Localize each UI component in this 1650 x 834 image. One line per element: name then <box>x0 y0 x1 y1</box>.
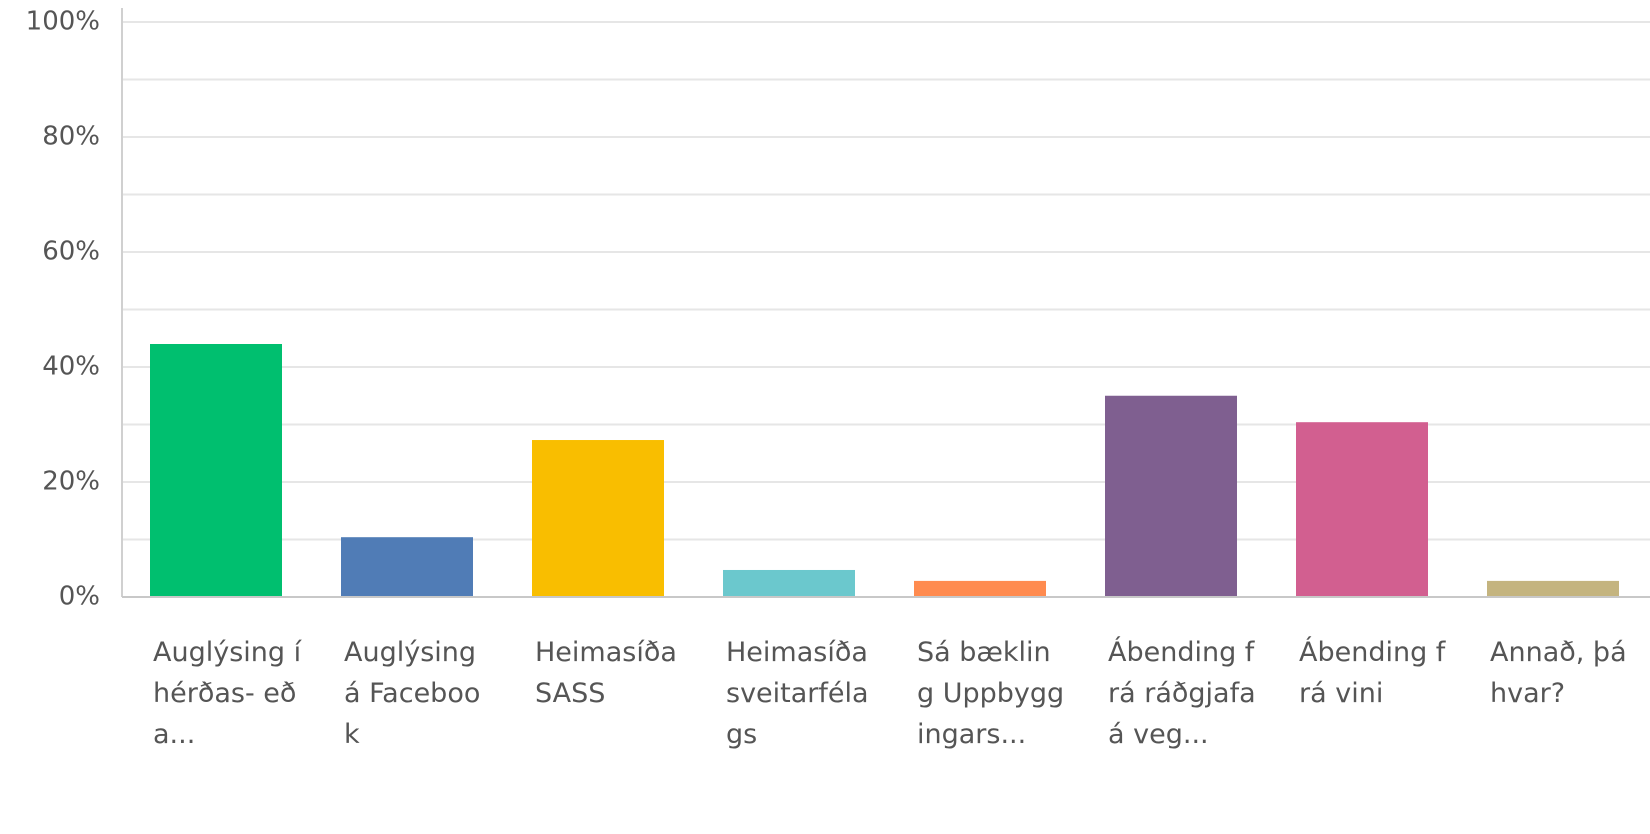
x-tick-label: Sá bækling Uppbyggingars... <box>917 637 1065 750</box>
x-tick-label: Auglýsing á Facebook <box>344 637 481 750</box>
bar <box>723 569 855 597</box>
bar <box>532 440 664 597</box>
x-tick-label: Heimasíða sveitarfélags <box>726 637 869 750</box>
x-tick-label: Auglýsing í hérðas- eða... <box>153 637 302 750</box>
x-tick-label: Annað, þá hvar? <box>1490 637 1627 709</box>
bar <box>914 580 1046 597</box>
y-tick-label: 80% <box>42 122 100 152</box>
bar <box>1296 422 1428 597</box>
bar <box>1105 395 1237 597</box>
y-tick-label: 100% <box>26 7 100 37</box>
x-tick-label: Ábending frá vini <box>1299 637 1446 709</box>
x-tick-label: Heimasíða SASS <box>535 637 677 709</box>
bar <box>341 537 473 597</box>
y-tick-label: 60% <box>42 237 100 267</box>
bar <box>150 344 282 597</box>
y-tick-label: 0% <box>59 582 100 612</box>
x-tick-label: Ábending frá ráðgjafa á veg... <box>1108 637 1256 750</box>
y-tick-label: 20% <box>42 467 100 497</box>
y-tick-label: 40% <box>42 352 100 382</box>
bar <box>1487 580 1619 597</box>
